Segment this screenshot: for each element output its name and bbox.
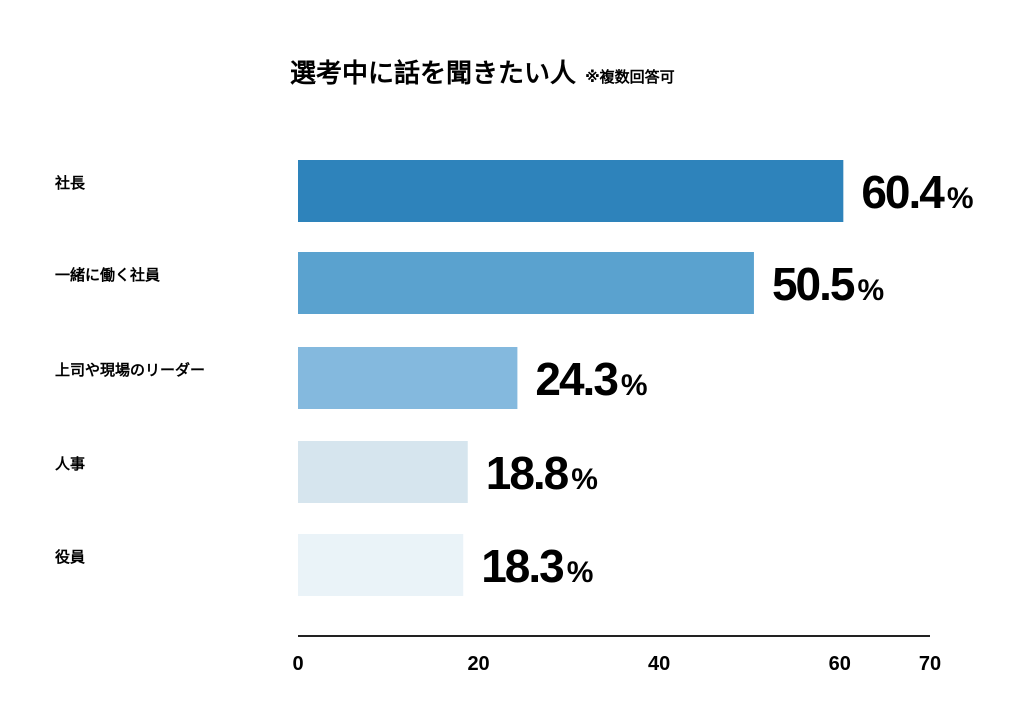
- chart-title-text: 選考中に話を聞きたい人: [290, 58, 576, 89]
- data-label: 18.3%: [481, 540, 593, 592]
- bar: [298, 347, 518, 409]
- data-label-value: 60.4: [861, 166, 945, 218]
- data-label: 24.3%: [535, 353, 647, 405]
- category-label: 人事: [55, 455, 85, 473]
- data-label-unit: %: [621, 369, 647, 402]
- x-tick-label: 0: [292, 653, 303, 675]
- chart-title: 選考中に話を聞きたい人 ※複数回答可: [290, 58, 675, 89]
- data-label-unit: %: [571, 463, 597, 496]
- category-label: 役員: [55, 548, 85, 566]
- x-tick-label: 60: [829, 653, 851, 675]
- data-label-value: 50.5: [772, 258, 855, 310]
- x-tick-label: 40: [648, 653, 670, 675]
- data-label: 50.5%: [772, 258, 884, 310]
- data-label-value: 24.3: [535, 353, 617, 405]
- bar: [298, 160, 844, 222]
- data-label: 18.8%: [486, 447, 598, 499]
- category-label: 上司や現場のリーダー: [55, 361, 205, 379]
- bar: [298, 252, 754, 314]
- category-label: 一緒に働く社員: [55, 266, 160, 284]
- chart-subtitle: ※複数回答可: [585, 68, 675, 86]
- x-tick-label: 20: [467, 653, 489, 675]
- data-label-value: 18.3: [481, 540, 563, 592]
- data-label-value: 18.8: [486, 447, 569, 499]
- data-label-unit: %: [857, 274, 883, 307]
- data-label: 60.4%: [861, 166, 973, 218]
- bar: [298, 534, 464, 596]
- category-label: 社長: [54, 174, 86, 192]
- data-label-unit: %: [947, 182, 973, 215]
- data-label-unit: %: [567, 556, 593, 589]
- bar: [298, 441, 468, 503]
- x-tick-label: 70: [919, 653, 941, 675]
